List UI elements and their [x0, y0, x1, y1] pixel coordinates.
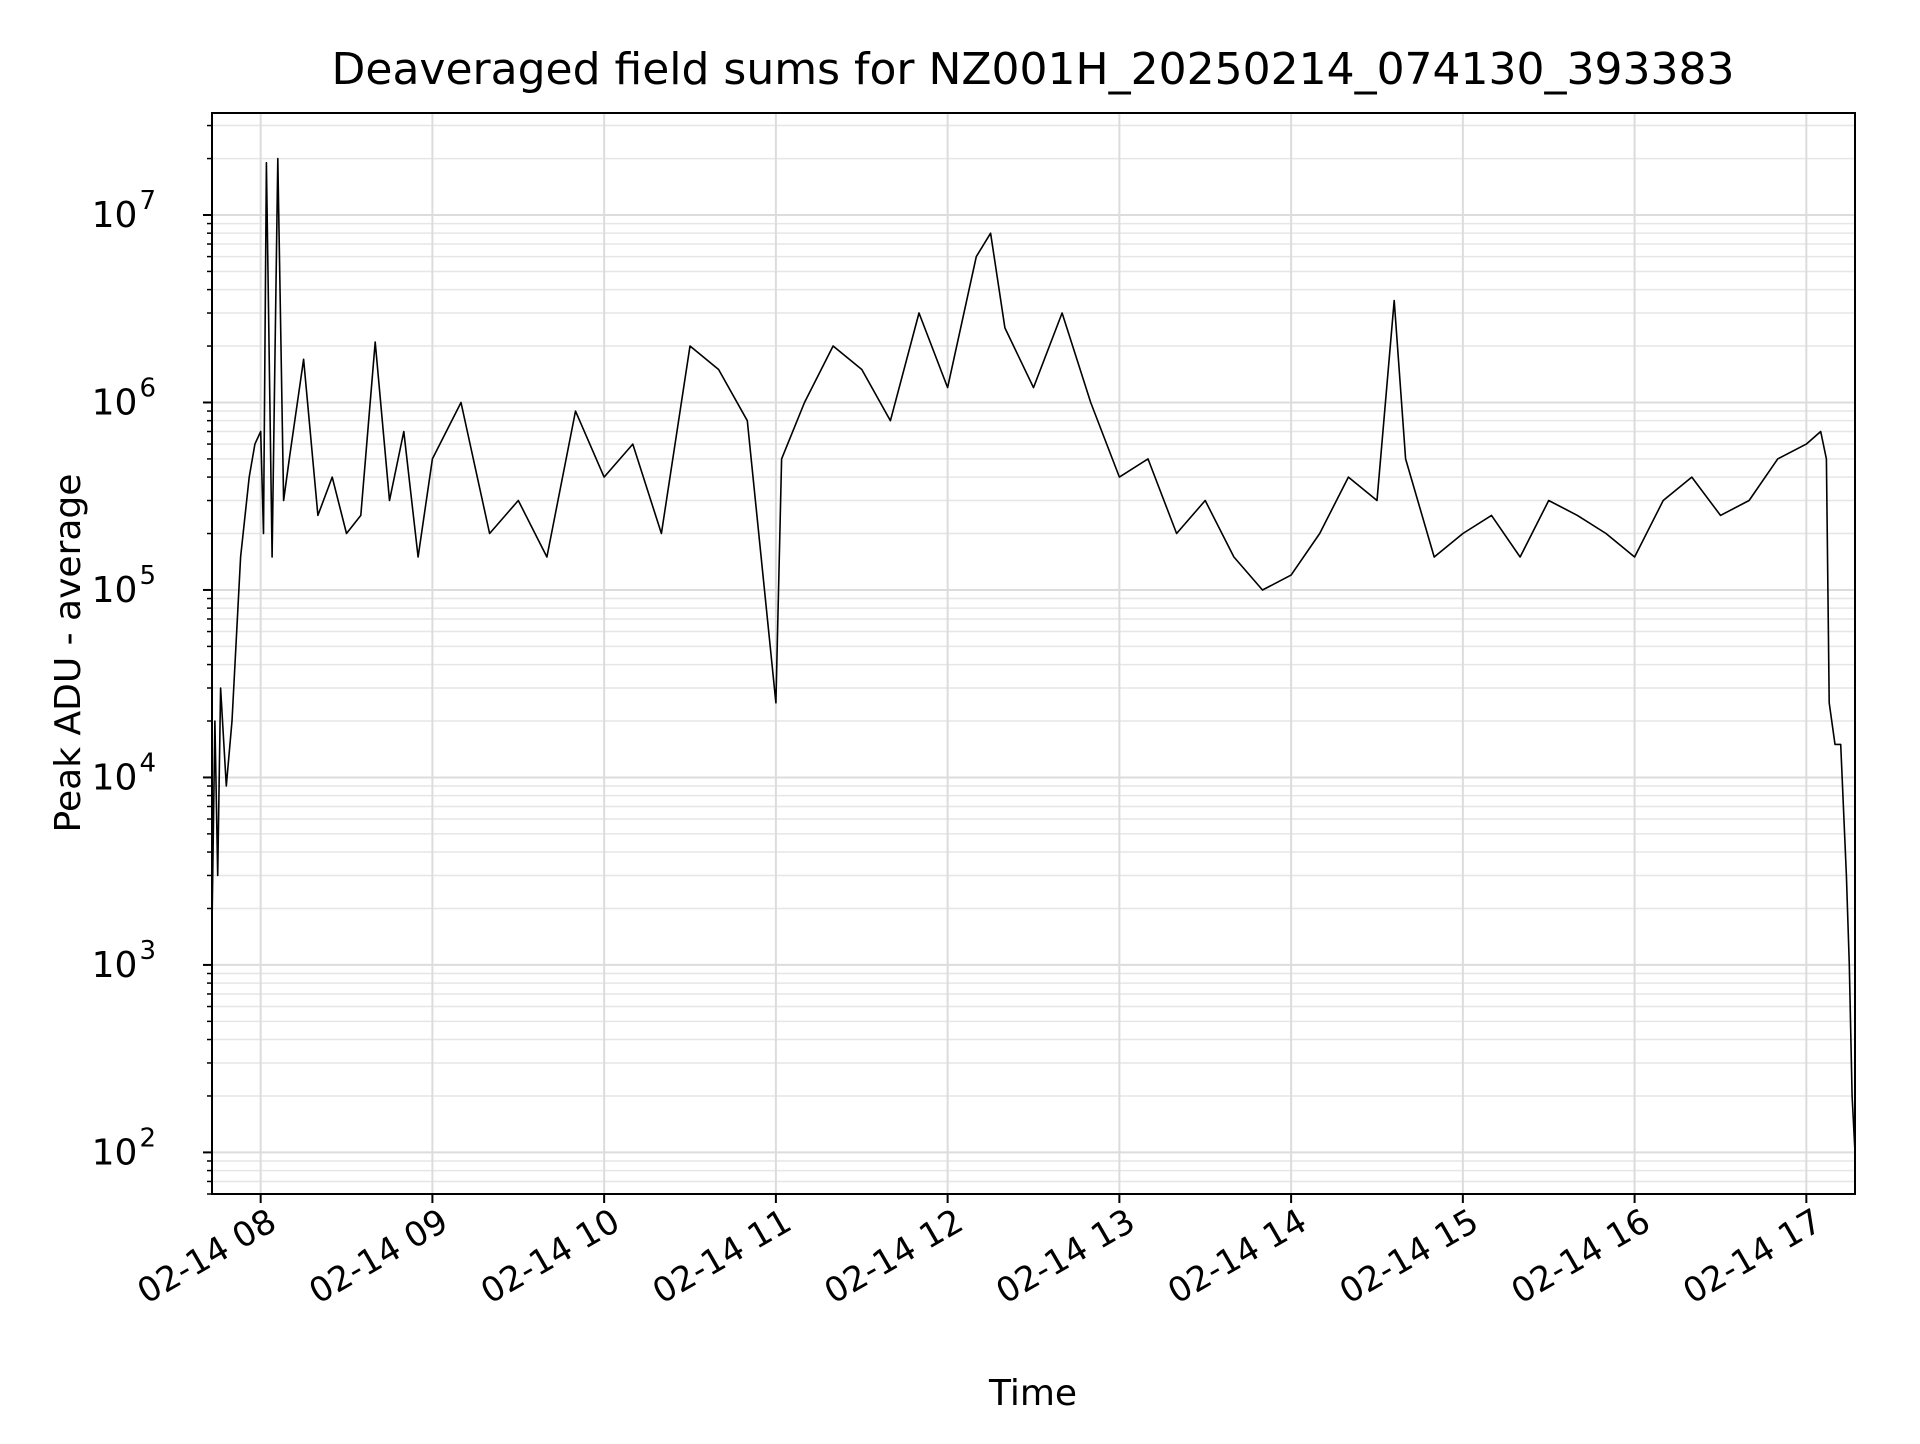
chart-title: Deaveraged field sums for NZ001H_2025021… [332, 44, 1735, 95]
y-tick-exponent: 5 [139, 561, 156, 591]
grid-layer [212, 113, 1855, 1195]
y-tick-exponent: 7 [139, 186, 156, 216]
y-axis-label: Peak ADU - average [48, 474, 89, 833]
series-layer [211, 157, 1856, 1153]
y-tick-exponent: 3 [139, 936, 156, 966]
y-tick-label: 107 [92, 186, 156, 236]
y-tick-exponent: 4 [139, 748, 156, 778]
x-axis-label: Time [988, 1373, 1077, 1414]
series-line-0 [211, 157, 1856, 1153]
y-tick-label: 106 [92, 373, 156, 423]
y-tick-exponent: 2 [139, 1123, 156, 1153]
plot-frame [211, 112, 1856, 1195]
y-tick-label: 105 [92, 561, 156, 611]
y-tick-exponent: 6 [139, 373, 156, 403]
